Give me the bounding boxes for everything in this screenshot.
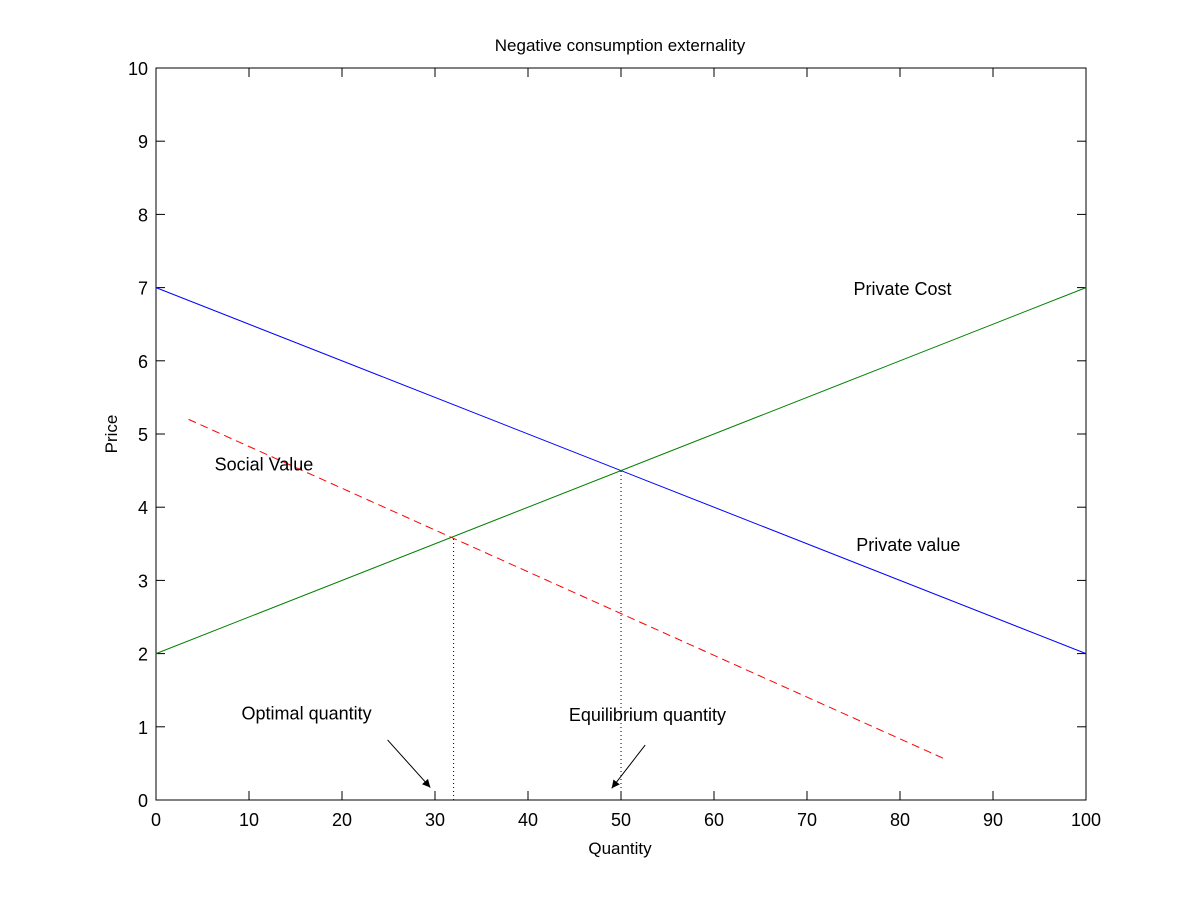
social-value-label: Social Value <box>215 455 314 475</box>
y-tick-label: 9 <box>138 132 148 152</box>
x-tick-label: 10 <box>239 810 259 830</box>
x-tick-label: 90 <box>983 810 1003 830</box>
y-tick-label: 8 <box>138 205 148 225</box>
x-tick-label: 70 <box>797 810 817 830</box>
y-tick-label: 7 <box>138 279 148 299</box>
x-tick-label: 30 <box>425 810 445 830</box>
optimal-quantity-label: Optimal quantity <box>242 703 372 723</box>
x-tick-label: 50 <box>611 810 631 830</box>
private-cost-label: Private Cost <box>854 279 952 299</box>
x-tick-label: 60 <box>704 810 724 830</box>
x-tick-label: 100 <box>1071 810 1101 830</box>
x-tick-label: 80 <box>890 810 910 830</box>
y-tick-label: 1 <box>138 718 148 738</box>
x-tick-label: 0 <box>151 810 161 830</box>
equilibrium-quantity-label: Equilibrium quantity <box>569 705 726 725</box>
y-tick-label: 4 <box>138 498 148 518</box>
y-tick-label: 3 <box>138 571 148 591</box>
equilibrium-quantity-arrow <box>611 744 646 789</box>
y-axis-label: Price <box>102 415 121 454</box>
optimal-quantity-arrow <box>387 739 431 788</box>
social-value-line <box>188 418 947 761</box>
private-cost-line <box>155 287 1087 655</box>
private-value-label: Private value <box>856 535 960 555</box>
y-tick-label: 6 <box>138 352 148 372</box>
x-tick-label: 20 <box>332 810 352 830</box>
y-tick-label: 0 <box>138 791 148 811</box>
x-axis-label: Quantity <box>588 839 652 858</box>
plot-area <box>155 67 1087 801</box>
y-tick-label: 2 <box>138 645 148 665</box>
y-tick-label: 10 <box>128 59 148 79</box>
chart-title: Negative consumption externality <box>495 36 746 55</box>
y-tick-label: 5 <box>138 425 148 445</box>
x-tick-label: 40 <box>518 810 538 830</box>
